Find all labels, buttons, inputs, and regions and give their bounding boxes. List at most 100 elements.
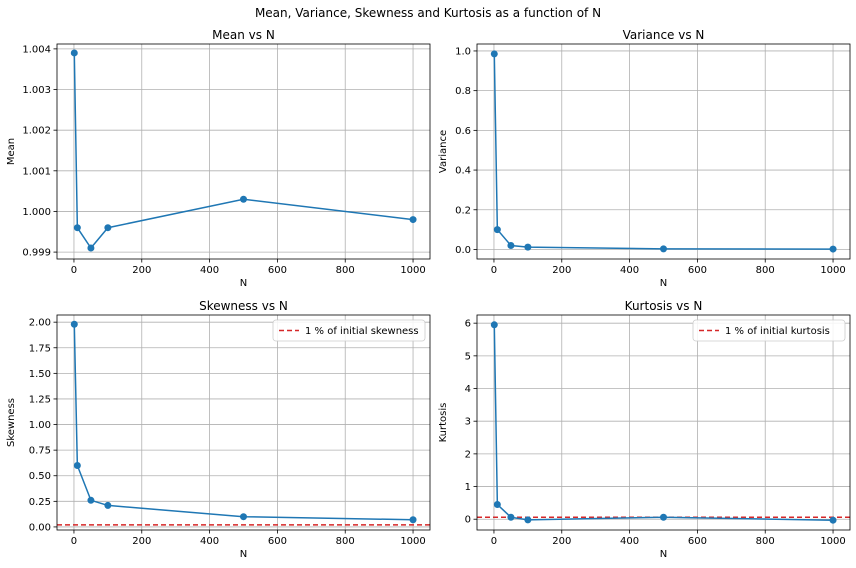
data-point xyxy=(524,243,532,251)
x-tick-label: 0 xyxy=(491,265,497,276)
y-tick-label: 1.00 xyxy=(29,420,51,431)
x-tick-label: 1000 xyxy=(820,265,845,276)
y-tick-label: 0.00 xyxy=(29,522,51,533)
data-point xyxy=(70,320,78,328)
x-axis-label: N xyxy=(240,549,247,560)
series-line xyxy=(493,53,834,250)
y-tick-label: 0.8 xyxy=(455,86,471,97)
x-tick-label: 200 xyxy=(132,265,151,276)
x-tick-label: 400 xyxy=(620,265,639,276)
x-tick-label: 1000 xyxy=(820,536,845,547)
x-axis-label: N xyxy=(240,278,247,289)
data-point xyxy=(829,245,837,253)
y-tick-label: 0.75 xyxy=(29,446,51,457)
skewness-subplot: 0 200 400 600 800 1000 0.00 0.25 0.50 0.75 1.00 1.2… xyxy=(6,299,431,560)
data-point xyxy=(87,244,95,252)
subplot-title: Mean vs N xyxy=(212,28,275,42)
y-tick-label: 1.75 xyxy=(29,343,51,354)
data-point xyxy=(104,224,112,232)
y-tick-label: 2.00 xyxy=(29,318,51,329)
legend-label: 1 % of initial skewness xyxy=(305,326,419,337)
data-point xyxy=(104,501,112,509)
data-point xyxy=(524,516,532,524)
y-tick-label: 0.25 xyxy=(29,497,51,508)
y-tick-label: 1.001 xyxy=(22,166,51,177)
y-tick-label: 0.0 xyxy=(455,245,471,256)
data-point xyxy=(240,195,247,203)
y-tick-label: 1.50 xyxy=(29,369,51,380)
data-point xyxy=(507,513,515,521)
mean-subplot: 0 200 400 600 800 1000 0.999 1.000 1.001 1.002 1.0… xyxy=(6,28,431,289)
figure-suptitle: Mean, Variance, Skewness and Kurtosis as… xyxy=(255,6,601,20)
y-tick-label: 1.0 xyxy=(455,46,471,57)
x-tick-label: 200 xyxy=(552,265,571,276)
data-point xyxy=(73,462,81,469)
data-point xyxy=(660,245,667,253)
x-tick-label: 0 xyxy=(71,265,77,276)
y-tick-label: 5 xyxy=(465,351,471,362)
data-point xyxy=(829,516,837,524)
axes-frame xyxy=(476,43,851,260)
y-tick-label: 1.002 xyxy=(22,126,51,137)
y-tick-label: 0.4 xyxy=(455,166,471,177)
data-point xyxy=(490,50,498,58)
x-tick-label: 0 xyxy=(491,536,497,547)
x-tick-label: 800 xyxy=(336,265,355,276)
y-tick-label: 1.003 xyxy=(22,85,51,96)
legend-box xyxy=(272,319,426,342)
x-tick-label: 600 xyxy=(268,536,287,547)
data-point xyxy=(73,224,81,232)
legend-label: 1 % of initial kurtosis xyxy=(725,326,830,337)
data-point xyxy=(87,496,95,504)
data-point xyxy=(493,226,501,234)
data-point xyxy=(490,321,498,329)
variance-subplot: 0 200 400 600 800 1000 0.0 0.2 0.4 0.6 0.8 1.0 Varia… xyxy=(438,28,851,289)
data-point xyxy=(409,516,417,524)
subplot-title: Kurtosis vs N xyxy=(625,299,703,313)
x-tick-label: 200 xyxy=(552,536,571,547)
y-tick-label: 0.2 xyxy=(455,205,471,216)
y-tick-label: 6 xyxy=(465,319,471,330)
y-axis-label: Mean xyxy=(6,138,17,165)
y-tick-label: 1.004 xyxy=(22,44,51,55)
x-tick-label: 1000 xyxy=(400,265,425,276)
y-tick-label: 4 xyxy=(465,384,471,395)
axes-frame xyxy=(56,43,431,260)
y-axis-label: Variance xyxy=(438,130,449,173)
data-point xyxy=(240,513,247,521)
series-line xyxy=(73,52,414,250)
data-point xyxy=(507,242,515,250)
axes-frame xyxy=(56,314,431,531)
data-point xyxy=(493,501,501,509)
series-line xyxy=(73,324,414,521)
x-axis-label: N xyxy=(660,278,667,289)
y-tick-label: 0.999 xyxy=(22,248,51,259)
x-tick-label: 600 xyxy=(688,265,707,276)
y-tick-label: 1.25 xyxy=(29,394,51,405)
y-tick-label: 1.000 xyxy=(22,207,51,218)
x-tick-label: 400 xyxy=(200,265,219,276)
data-point xyxy=(70,49,78,57)
x-tick-label: 200 xyxy=(132,536,151,547)
x-tick-label: 800 xyxy=(336,536,355,547)
data-point xyxy=(409,216,417,224)
y-tick-label: 0 xyxy=(465,515,471,526)
axes-frame xyxy=(476,314,851,531)
legend: 1 % of initial skewness xyxy=(272,319,426,342)
legend-box xyxy=(692,319,846,342)
x-tick-label: 600 xyxy=(268,265,287,276)
x-tick-label: 400 xyxy=(620,536,639,547)
subplot-title: Skewness vs N xyxy=(199,299,288,313)
subplot-title: Variance vs N xyxy=(623,28,705,42)
y-axis-label: Kurtosis xyxy=(438,403,449,443)
x-tick-label: 800 xyxy=(756,536,775,547)
kurtosis-subplot: 0 200 400 600 800 1000 0 1 2 3 4 5 6 Kurtosis vs N N Ku… xyxy=(438,299,851,560)
y-tick-label: 0.6 xyxy=(455,126,471,137)
x-tick-label: 800 xyxy=(756,265,775,276)
x-axis-label: N xyxy=(660,549,667,560)
y-axis-label: Skewness xyxy=(6,398,17,447)
x-tick-label: 1000 xyxy=(400,536,425,547)
x-tick-label: 0 xyxy=(71,536,77,547)
